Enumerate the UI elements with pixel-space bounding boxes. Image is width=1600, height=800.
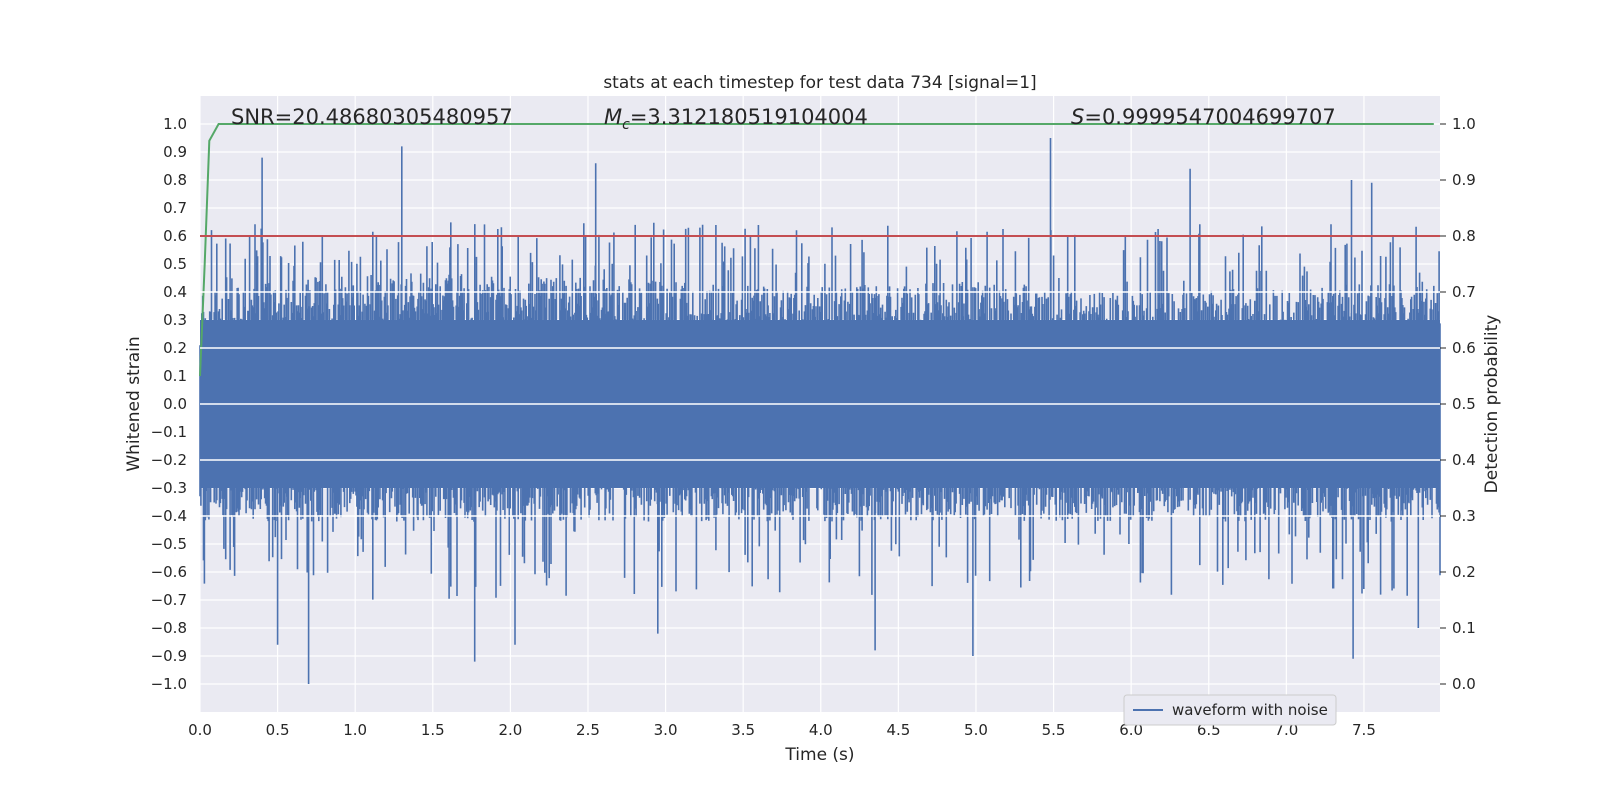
mc-symbol: M [604, 105, 622, 129]
y-tick-label: 0.8 [163, 171, 187, 189]
y-tick-label: −0.6 [151, 563, 187, 581]
s-value: =0.9999547004699707 [1084, 105, 1335, 129]
y-axis-label: Whitened strain [124, 336, 144, 471]
y2-axis-label: Detection probability [1482, 315, 1502, 494]
y-tick-label: 0.1 [163, 367, 187, 385]
s-annotation: S=0.9999547004699707 [1071, 105, 1336, 129]
y2-tick-label: 0.5 [1452, 395, 1476, 413]
chart-title: stats at each timestep for test data 734… [603, 73, 1036, 93]
y2-tick-label: 0.0 [1452, 675, 1476, 693]
x-tick-label: 0.0 [188, 721, 212, 739]
x-tick-label: 2.0 [498, 721, 522, 739]
x-tick-label: 0.5 [266, 721, 290, 739]
y2-tick-label: 0.6 [1452, 339, 1476, 357]
x-tick-label: 3.5 [731, 721, 755, 739]
x-tick-label: 4.5 [886, 721, 910, 739]
x-tick-label: 4.0 [809, 721, 833, 739]
y-tick-label: 1.0 [163, 115, 187, 133]
y2-tick-labels: 1.0 0.9 0.8 0.7 0.6 0.5 0.4 0.3 0.2 0.1 0.0 [1440, 115, 1476, 693]
probability-line [199, 123, 1434, 377]
y-tick-label: 0.0 [163, 395, 187, 413]
y-tick-label: −0.1 [151, 423, 187, 441]
y2-tick-label: 0.8 [1452, 227, 1476, 245]
y2-tick-label: 0.7 [1452, 283, 1476, 301]
x-tick-label: 5.5 [1042, 721, 1066, 739]
y-tick-labels: 1.0 0.9 0.8 0.7 0.6 0.5 0.4 0.3 0.2 0.1 0.0 −0.1 −0.… [151, 115, 187, 693]
y-tick-label: 0.5 [163, 255, 187, 273]
mc-subscript: c [622, 117, 630, 133]
y2-tick-label: 0.4 [1452, 451, 1476, 469]
y-tick-label: 0.4 [163, 283, 187, 301]
y2-tick-label: 0.3 [1452, 507, 1476, 525]
y2-tick-label: 0.2 [1452, 563, 1476, 581]
legend: waveform with noise [1123, 694, 1337, 726]
y-tick-label: −0.5 [151, 535, 187, 553]
y-tick-label: 0.7 [163, 199, 187, 217]
x-tick-label: 1.0 [343, 721, 367, 739]
y2-tick-label: 1.0 [1452, 115, 1476, 133]
s-symbol: S [1071, 105, 1084, 129]
mc-annotation: Mc=3.312180519104004 [604, 105, 868, 133]
y-tick-label: 0.6 [163, 227, 187, 245]
x-tick-label: 7.5 [1352, 721, 1376, 739]
y-tick-label: −0.8 [151, 619, 187, 637]
x-tick-label: 1.5 [421, 721, 445, 739]
grid-y2 [200, 291, 1440, 517]
legend-box [1123, 694, 1337, 726]
y-tick-label: 0.9 [163, 143, 187, 161]
y-tick-label: −0.3 [151, 479, 187, 497]
y-tick-label: 0.2 [163, 339, 187, 357]
mc-value: =3.312180519104004 [630, 105, 868, 129]
x-tick-label: 2.5 [576, 721, 600, 739]
y-tick-label: −0.4 [151, 507, 187, 525]
y-tick-label: −0.2 [151, 451, 187, 469]
x-axis-label: Time (s) [784, 745, 854, 765]
snr-annotation: SNR=20.48680305480957 [231, 105, 513, 129]
legend-label-waveform: waveform with noise [1172, 701, 1328, 719]
y2-tick-label: 0.1 [1452, 619, 1476, 637]
x-tick-label: 3.0 [654, 721, 678, 739]
probability-series [199, 123, 1440, 377]
y-tick-label: −0.7 [151, 591, 187, 609]
y-tick-label: −0.9 [151, 647, 187, 665]
y-tick-label: −1.0 [151, 675, 187, 693]
y-tick-label: 0.3 [163, 311, 187, 329]
y2-tick-label: 0.9 [1452, 171, 1476, 189]
x-tick-label: 5.0 [964, 721, 988, 739]
